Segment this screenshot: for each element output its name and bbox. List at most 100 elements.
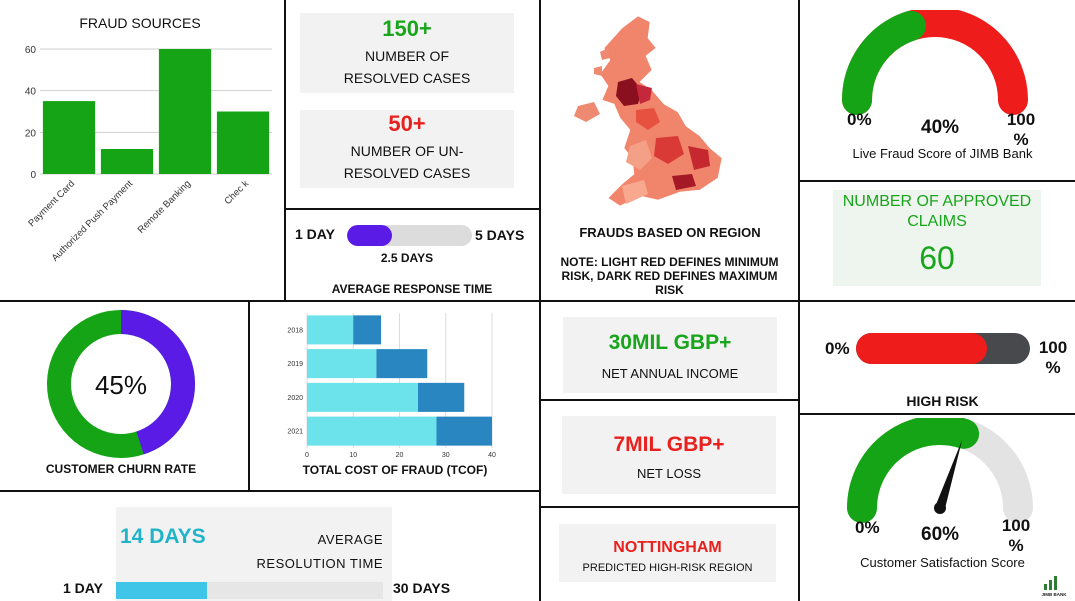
- resolved-value: 150+: [382, 16, 432, 41]
- y-tick-label: 2020: [287, 395, 303, 402]
- loss-card: 7MIL GBP+ NET LOSS: [562, 416, 776, 494]
- central-belt-region: [636, 84, 652, 104]
- resolution-min-label: 1 DAY: [63, 580, 103, 596]
- y-tick-label: 2021: [287, 429, 303, 436]
- churn-donut-chart: [47, 310, 195, 458]
- y-tick-label: 20: [25, 128, 37, 139]
- divider: [540, 506, 800, 508]
- high-risk-max-label: 100 %: [1038, 338, 1068, 377]
- income-label: NET ANNUAL INCOME: [601, 366, 739, 381]
- live-fraud-min-label: 0%: [847, 110, 872, 129]
- bar-segment: [307, 382, 418, 412]
- resolution-value: 14 DAYS: [120, 525, 206, 548]
- bar-segment: [307, 349, 377, 379]
- y-tick-label: 0: [30, 170, 36, 181]
- divider: [286, 208, 540, 210]
- approved-claims-label: NUMBER OF APPROVED CLAIMS: [842, 193, 1032, 230]
- donut-segment: [47, 310, 195, 458]
- tcof-title: TOTAL COST OF FRAUD (TCOF): [302, 463, 488, 477]
- loss-value: 7MIL GBP+: [613, 433, 725, 456]
- approved-claims-card: NUMBER OF APPROVED CLAIMS 60: [833, 190, 1041, 286]
- response-min-label: 1 DAY: [295, 226, 335, 242]
- satisfaction-max-label: 100 %: [1001, 516, 1031, 555]
- uk-mainland-region: [599, 15, 723, 207]
- y-tick-label: 2019: [287, 361, 303, 368]
- scotland-dark-region: [616, 78, 642, 106]
- high-risk-min-label: 0%: [825, 339, 850, 358]
- logo-text: JIMB BANK: [1041, 592, 1067, 597]
- resolved-card: 150+ NUMBER OF RESOLVED CASES: [300, 13, 514, 93]
- unresolved-label: NUMBER OF UN-RESOLVED CASES: [343, 143, 471, 181]
- resolution-fill: [116, 582, 207, 599]
- bar: [216, 111, 270, 174]
- northern-ireland-region: [574, 102, 600, 122]
- income-card: 30MIL GBP+ NET ANNUAL INCOME: [563, 317, 777, 393]
- loss-label: NET LOSS: [636, 466, 702, 481]
- resolution-max-label: 30 DAYS: [393, 580, 451, 596]
- satisfaction-min-label: 0%: [855, 518, 880, 537]
- resolution-track: [116, 582, 383, 599]
- wales-region: [626, 140, 652, 170]
- jimb-bank-logo: JIMB BANK: [1041, 576, 1067, 597]
- uk-fraud-map: [574, 15, 723, 207]
- predicted-region-value: NOTTINGHAM: [613, 539, 722, 556]
- gauge-needle: [935, 439, 963, 510]
- resolution-label: AVERAGE RESOLUTION TIME: [256, 532, 383, 571]
- divider: [248, 302, 250, 491]
- gauge-needle-hub: [934, 502, 946, 514]
- churn-value: 45%: [94, 370, 148, 400]
- predicted-region-label: PREDICTED HIGH-RISK REGION: [582, 562, 753, 574]
- divider: [800, 180, 1075, 182]
- x-tick-label: 10: [349, 452, 357, 459]
- high-risk-fill: [856, 333, 987, 364]
- gauge-fill: [842, 10, 926, 115]
- predicted-region-card: NOTTINGHAM PREDICTED HIGH-RISK REGION: [559, 524, 776, 582]
- tcof-chart: 0 10 20 30 40 2018 2019 2020 2021: [287, 313, 496, 459]
- high-risk-title: HIGH RISK: [906, 393, 979, 409]
- bar-segment: [353, 315, 381, 345]
- bar: [158, 49, 212, 174]
- satisfaction-gauge: [847, 418, 1033, 523]
- live-fraud-max-label: 100 %: [1006, 110, 1036, 149]
- y-tick-label: 40: [25, 87, 37, 98]
- bar-segment: [376, 349, 428, 379]
- live-fraud-value: 40%: [921, 117, 960, 138]
- live-fraud-caption: Live Fraud Score of JIMB Bank: [852, 146, 1033, 161]
- region-map-note: NOTE: LIGHT RED DEFINES MINIMUM RISK, DA…: [560, 255, 779, 297]
- divider: [284, 0, 286, 301]
- high-risk-track: [856, 333, 1030, 364]
- income-value: 30MIL GBP+: [608, 331, 732, 354]
- gauge-fill: [847, 418, 980, 523]
- north-region: [636, 108, 660, 130]
- bar: [42, 101, 96, 174]
- bar-segment: [307, 416, 437, 446]
- unresolved-card: 50+ NUMBER OF UN-RESOLVED CASES: [300, 110, 514, 188]
- region-map-title: FRAUDS BASED ON REGION: [579, 225, 761, 240]
- islands-region: [594, 48, 610, 76]
- x-tick-label: Remote Banking: [136, 178, 193, 235]
- x-tick-label: 40: [488, 452, 496, 459]
- fraud-sources-title: FRAUD SOURCES: [79, 15, 201, 31]
- london-region: [672, 174, 696, 190]
- response-time-title: AVERAGE RESPONSE TIME: [331, 282, 493, 296]
- live-fraud-gauge: [842, 10, 1028, 115]
- response-time-track: [347, 225, 472, 246]
- east-region: [688, 146, 710, 170]
- divider: [0, 490, 540, 492]
- approved-claims-value: 60: [919, 240, 955, 276]
- bar-segment: [436, 416, 492, 446]
- y-tick-label: 60: [25, 45, 37, 56]
- satisfaction-value: 60%: [921, 524, 960, 545]
- churn-title: CUSTOMER CHURN RATE: [45, 462, 197, 476]
- x-tick-label: 30: [442, 452, 450, 459]
- response-max-label: 5 DAYS: [475, 227, 525, 243]
- unresolved-value: 50+: [388, 111, 426, 136]
- response-value-label: 2.5 DAYS: [380, 251, 434, 265]
- y-tick-label: 2018: [287, 327, 303, 334]
- divider: [0, 300, 1075, 302]
- midlands-region: [654, 136, 684, 164]
- bar: [100, 149, 154, 174]
- x-tick-label: 0: [305, 452, 309, 459]
- x-tick-label: Chec k: [222, 178, 251, 207]
